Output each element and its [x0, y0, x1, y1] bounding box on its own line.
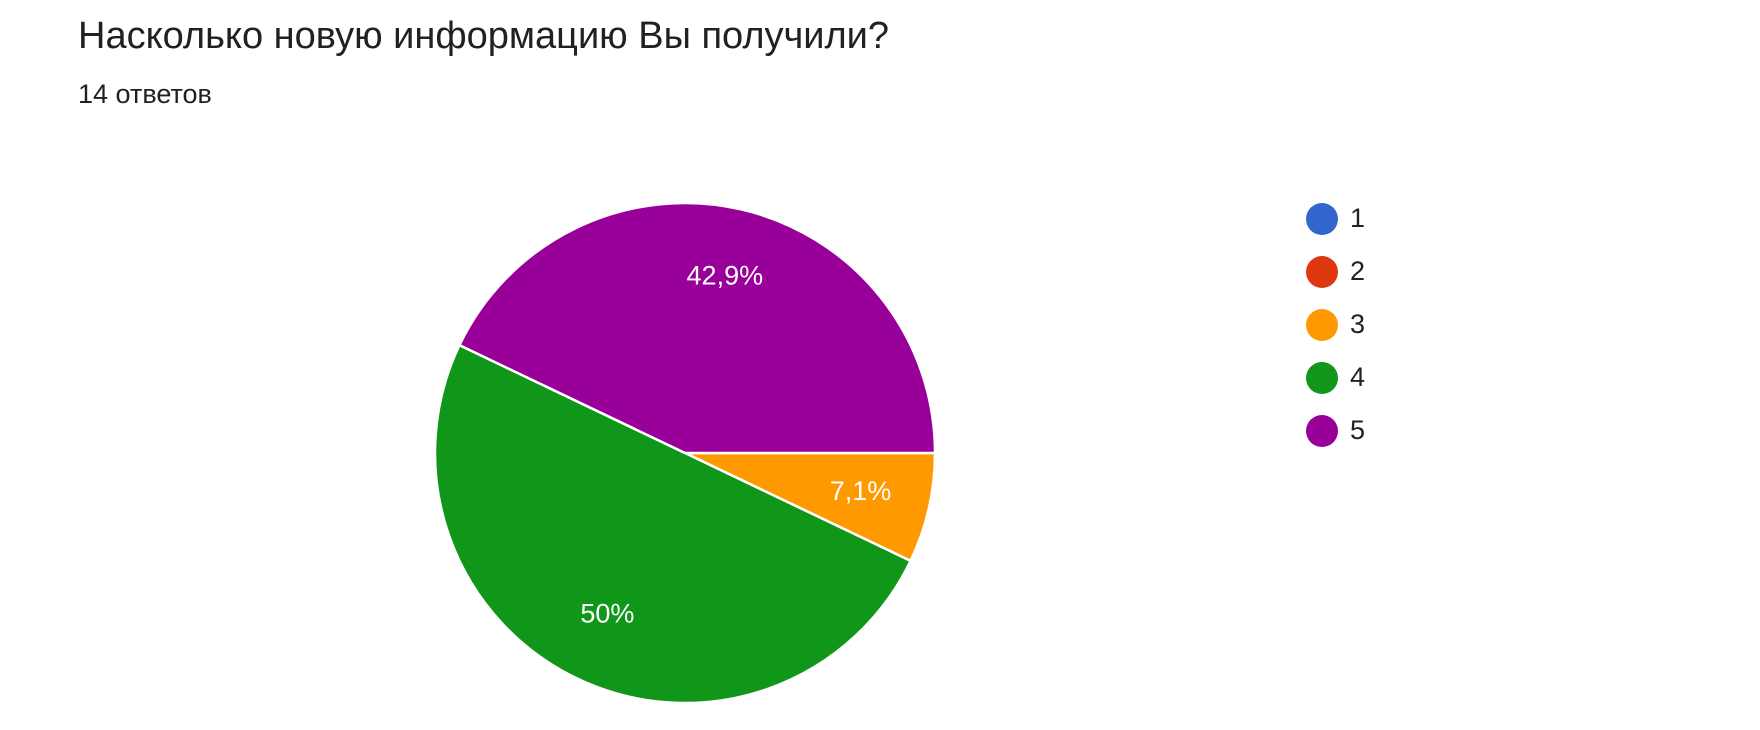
chart-title: Насколько новую информацию Вы получили?	[78, 15, 889, 57]
legend-label: 5	[1350, 415, 1365, 445]
legend-swatch	[1306, 362, 1338, 394]
legend-label: 2	[1350, 256, 1365, 286]
pie-slice	[684, 451, 937, 563]
pie-slice	[457, 201, 937, 455]
slice-label: 7,1%	[830, 476, 892, 506]
legend-swatch	[1306, 256, 1338, 288]
legend-label: 4	[1350, 362, 1365, 392]
chart-subtitle: 14 ответов	[78, 79, 212, 109]
legend-label: 1	[1350, 203, 1365, 233]
legend-swatch	[1306, 309, 1338, 341]
legend-swatch	[1306, 415, 1338, 447]
legend-swatch	[1306, 203, 1338, 235]
slice-label: 50%	[580, 599, 634, 629]
slice-label: 42,9%	[687, 261, 764, 291]
legend-label: 3	[1350, 309, 1365, 339]
pie-slice	[433, 343, 913, 705]
